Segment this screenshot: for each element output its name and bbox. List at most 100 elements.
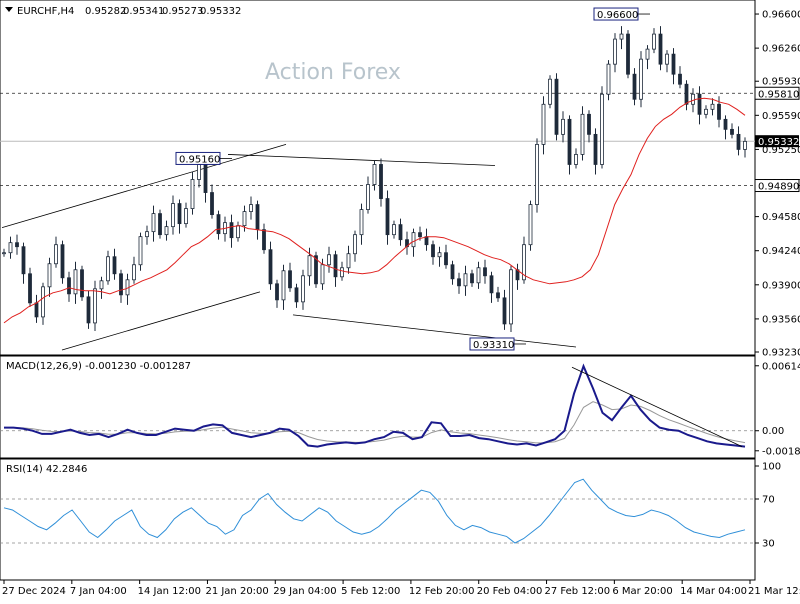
candle-body [190,179,195,209]
last-price-tag [755,135,799,148]
macd-label: MACD(12,26,9) -0.001230 -0.001287 [6,361,191,372]
candle-body [411,232,416,248]
candle-body [210,192,214,216]
candle-body [379,164,383,199]
candle-body [372,164,377,185]
candle-body [476,267,481,284]
candle-body [275,283,279,301]
candle-body [658,33,663,65]
rsi-panel: RSI(14) 42.2846 100 70 30 [0,458,781,581]
ohlc-value-0: 0.95282 [85,6,126,17]
candle-body [112,256,117,275]
candle-body [418,232,422,238]
candle-body [2,252,6,255]
candle-body [489,275,494,294]
candle-body [307,255,312,277]
resistance-line [227,154,496,166]
candle-body [229,222,234,239]
x-tick-label: 20 Feb 04:00 [477,586,543,597]
candle-body [314,255,318,285]
y-tick-label: 0.93900 [762,280,800,291]
y-tick-label: 0.95590 [762,111,800,122]
price-annotation-label: 0.95160 [179,154,220,165]
candle-body [184,208,188,225]
candle-body [509,269,513,325]
candle-body [645,48,650,60]
candle-body [567,118,572,165]
macd-panel: MACD(12,26,9) -0.001230 -0.001287 0.0061… [0,355,800,459]
candle-body [574,154,578,165]
macd-trendline [571,366,743,447]
main-panel-frame [0,0,756,356]
candle-body [15,242,19,248]
candle-body [41,286,45,318]
candle-body [132,264,136,281]
rsi-tick-label: 100 [762,462,781,473]
candle-body [262,229,266,251]
ohlc-value-2: 0.95273 [162,6,203,17]
candle-body [587,113,591,135]
candle-body [450,264,455,280]
candle-body [93,288,97,324]
y-tick-label: 0.94580 [762,212,800,223]
candle-body [580,113,585,155]
candle-body [554,78,559,135]
y-tick-label: 0.96600 [762,10,800,21]
candle-body [671,53,676,75]
candle-body [463,273,468,287]
channel-lower-line [61,291,261,351]
y-tick-label: 0.93560 [762,314,800,325]
candle-body [203,164,208,193]
level-tag-box [754,179,800,193]
candle-body [736,133,741,150]
candle-body [444,252,448,266]
main-price-panel: Action Forex EURCHF,H4 0.952820.953410.9… [0,0,800,359]
candle-body [632,73,637,100]
candle-body [8,242,13,254]
macd-line [4,363,746,448]
candle-body [320,264,325,285]
candle-body [502,297,507,325]
candle-body [216,214,221,235]
candle-body [54,244,58,265]
x-tick-label: 29 Jan 04:00 [273,586,336,597]
candle-body [197,164,201,180]
y-tick-label: 0.95250 [762,145,800,156]
rsi-panel-frame [0,458,756,581]
candle-body [522,244,526,281]
x-tick-label: 21 Mar 12:00 [748,586,800,597]
ohlc-value-3: 0.95332 [200,6,241,17]
candle-body [535,144,539,205]
candle-body [80,269,84,298]
x-tick-label: 14 Mar 04:00 [680,586,747,597]
rsi-tick-label: 30 [762,539,775,550]
level-tag-box [754,86,800,100]
candle-body [28,273,32,304]
symbol-title: EURCHF,H4 [17,6,74,17]
candle-body [86,296,91,324]
candle-body [619,33,624,40]
candle-body [684,83,689,105]
rsi-line [3,478,746,544]
candle-body [424,236,429,246]
watermark: Action Forex [265,60,401,85]
candle-body [236,225,240,239]
candle-body [548,78,552,105]
candle-body [60,244,65,279]
candle-body [710,103,715,110]
candle-body [398,224,403,241]
candle-body [528,204,533,246]
x-tick-label: 14 Jan 12:00 [138,586,201,597]
candle-body [385,198,390,236]
candle-body [119,273,123,296]
candle-body [600,93,604,165]
candle-body [268,249,273,285]
macd-tick-label: -0.001896 [762,446,800,457]
y-tick-label: 0.93230 [762,348,800,359]
symbol-dropdown-icon[interactable] [5,7,13,12]
candle-body [145,231,149,238]
candle-body [106,256,110,282]
price-annotation-label: 0.96600 [597,10,638,21]
